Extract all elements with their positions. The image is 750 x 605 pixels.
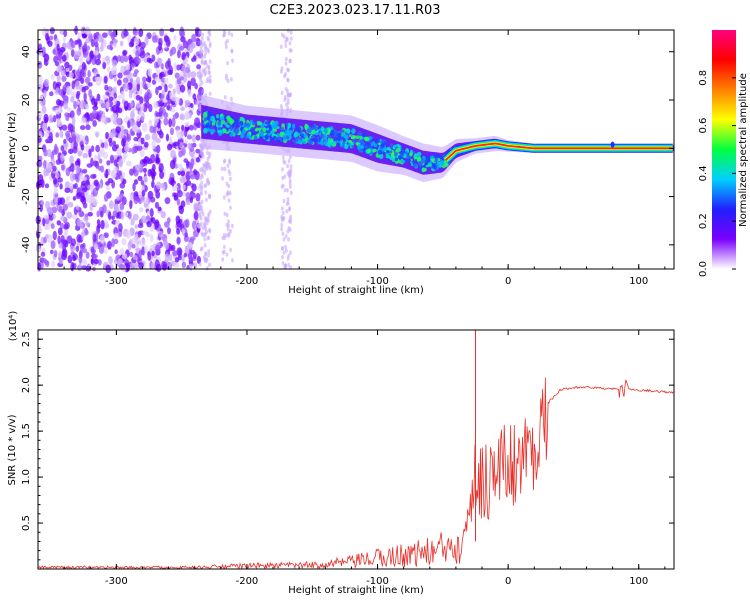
spectrogram-y-tick-label: -40: [21, 237, 32, 253]
colorbar-tick-label: 0.4: [698, 165, 709, 181]
snr-x-tick-label: -100: [366, 576, 389, 587]
snr-x-tick-label: -200: [236, 576, 259, 587]
spectrogram-y-ticks: -40 -20 0 20 40: [21, 39, 674, 270]
snr-y-multiplier: (x10⁴): [8, 311, 19, 342]
spectrogram-x-ticks: -300 -200 -100 0 100: [37, 30, 666, 287]
snr-x-tick-label: -300: [105, 576, 128, 587]
spectrogram-y-tick-label: 20: [21, 94, 32, 107]
colorbar-ticks: 0.0 0.2 0.4 0.6 0.8: [698, 70, 736, 277]
colorbar: 0.0 0.2 0.4 0.6 0.8 Normalized spectral ampl…: [698, 30, 749, 277]
colorbar-gradient: [712, 30, 736, 269]
snr-x-tick-label: 0: [505, 576, 511, 587]
snr-y-axis-label: SNR (10 * v/v): [7, 414, 18, 485]
spectrogram-signal-ridge: [201, 94, 675, 183]
colorbar-tick-label: 0.2: [698, 213, 709, 229]
spectrogram-y-tick-label: -20: [21, 188, 32, 204]
snr-y-tick-label: 2.5: [21, 331, 32, 347]
spectrogram-x-tick-label: -300: [105, 276, 128, 287]
snr-plot-area: [38, 330, 674, 569]
spectrogram-x-tick-label: -100: [366, 276, 389, 287]
snr-y-tick-label: 1.5: [21, 423, 32, 439]
colorbar-tick-label: 0.6: [698, 118, 709, 134]
snr-y-tick-label: 2.0: [21, 377, 32, 393]
snr-series: [37, 330, 674, 570]
spectrogram-x-tick-label: -200: [236, 276, 259, 287]
snr-x-axis-label: Height of straight line (km): [288, 585, 424, 596]
colorbar-tick-label: 0.8: [698, 70, 709, 86]
colorbar-tick-label: 0.0: [698, 261, 709, 277]
spectrogram-y-tick-label: 40: [21, 45, 32, 58]
figure-title: C2E3.2023.023.17.11.R03: [269, 3, 440, 18]
snr-y-ticks: 0.5 1.0 1.5 2.0 2.5: [21, 331, 674, 561]
spectrogram-x-tick-label: 0: [505, 276, 511, 287]
snr-x-ticks: -300 -200 -100 0 100: [37, 330, 666, 587]
spectrogram-x-tick-label: 100: [629, 276, 648, 287]
spectrogram-frame: [37, 29, 675, 270]
snr-x-tick-label: 100: [629, 576, 648, 587]
snr-panel: -300 -200 -100 0 100 0.5 1.0 1.5 2.0 2.5 Height …: [7, 311, 675, 596]
spectrogram-y-axis-label: Frequency (Hz): [7, 112, 18, 188]
colorbar-label: Normalized spectral amplitude: [738, 73, 749, 227]
spectrogram-x-axis-label: Height of straight line (km): [288, 285, 424, 296]
snr-line: [37, 377, 674, 570]
spectrogram-y-tick-label: 0: [21, 145, 32, 151]
snr-y-tick-label: 0.5: [21, 515, 32, 531]
snr-y-tick-label: 1.0: [21, 469, 32, 485]
spectrogram-noise-region: [35, 25, 293, 274]
